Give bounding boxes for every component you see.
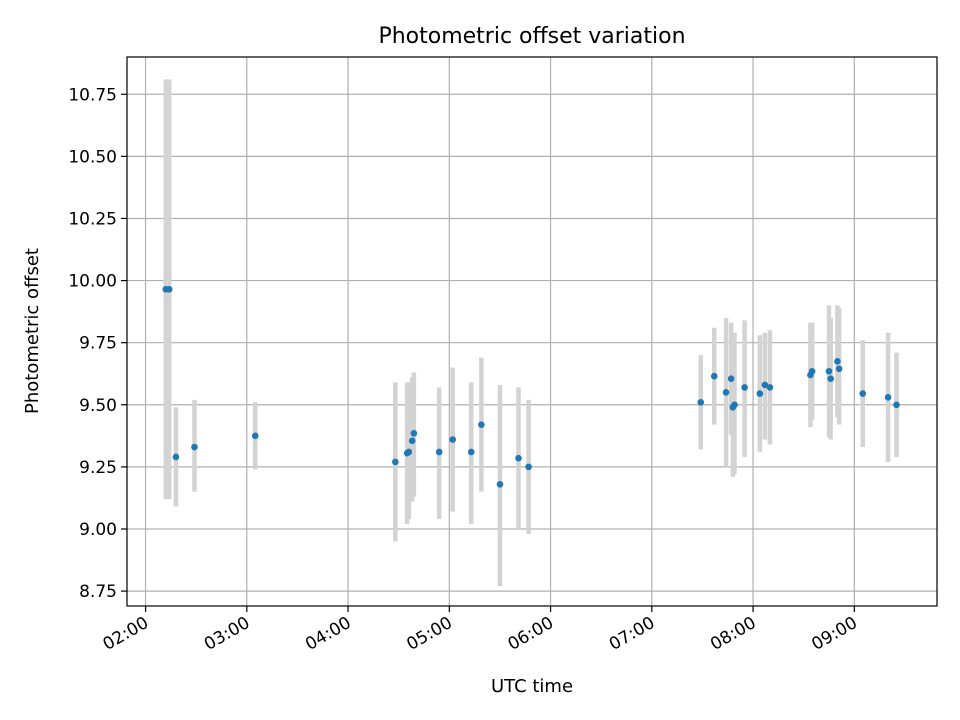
y-tick-label: 10.25 [68, 209, 117, 229]
plot-frame [126, 56, 938, 607]
data-point [172, 453, 180, 461]
y-tick-label: 8.75 [79, 582, 117, 602]
data-point [697, 398, 705, 406]
point-layer [162, 285, 900, 488]
data-point [392, 458, 399, 466]
y-axis-label: Photometric offset [22, 248, 43, 414]
y-tick-label: 10.75 [68, 85, 117, 105]
data-point [884, 394, 892, 401]
data-point [410, 430, 418, 437]
y-tick-label: 9.75 [79, 334, 117, 354]
data-point [808, 367, 816, 375]
data-point [525, 463, 532, 471]
y-tick-label: 9.50 [79, 396, 117, 416]
data-point [435, 448, 443, 456]
data-point [741, 384, 748, 391]
chart-title: Photometric offset variation [378, 24, 685, 49]
data-point [408, 437, 416, 445]
data-point [825, 367, 833, 375]
data-point [449, 436, 456, 443]
data-point [251, 432, 259, 440]
data-point [727, 375, 735, 382]
y-tick-label: 10.00 [68, 272, 117, 292]
y-tick-label: 9.25 [79, 458, 117, 478]
data-point [405, 448, 413, 456]
y-tick-label: 9.00 [79, 520, 117, 540]
data-point [766, 384, 774, 391]
data-point [827, 375, 834, 382]
y-tick-label: 10.50 [68, 147, 117, 167]
data-point [761, 381, 769, 389]
data-point [893, 401, 900, 409]
x-axis-label: UTC time [491, 676, 573, 697]
data-point [467, 448, 475, 456]
data-point [478, 421, 485, 428]
data-point [165, 285, 173, 293]
data-point [834, 358, 841, 365]
grid-layer [127, 57, 937, 606]
data-point [515, 454, 522, 462]
data-point [722, 389, 730, 396]
data-point [496, 480, 504, 488]
data-point [835, 365, 843, 373]
data-point [710, 372, 718, 380]
data-point [859, 390, 867, 397]
data-point [756, 390, 764, 397]
data-point [191, 443, 198, 451]
data-point [731, 401, 738, 409]
